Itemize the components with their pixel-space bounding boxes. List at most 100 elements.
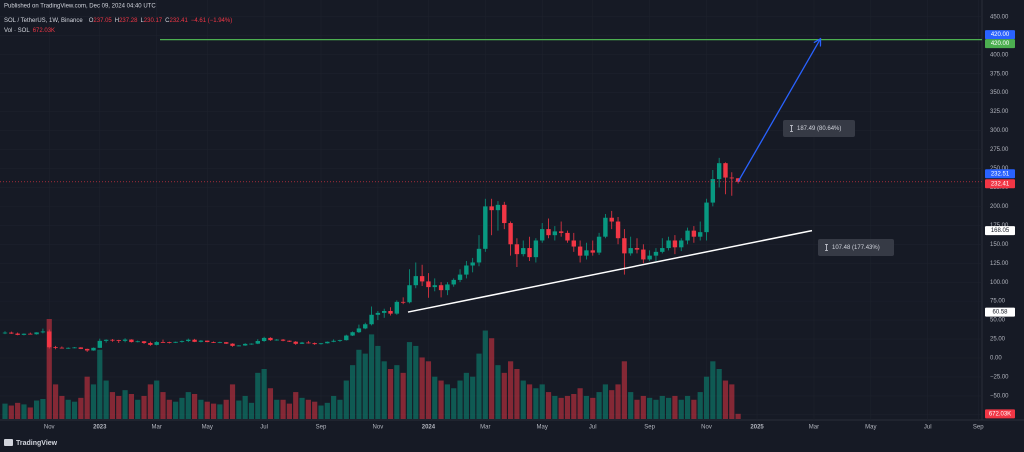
- candle-body: [34, 332, 39, 335]
- price-tag-label: 420.00: [991, 41, 1010, 47]
- volume-bar: [432, 376, 438, 419]
- candle-body: [375, 312, 381, 315]
- volume-bar: [59, 395, 65, 419]
- volume-bar: [672, 395, 678, 419]
- volume-bar: [261, 369, 267, 419]
- y-tick-label: 300.00: [990, 128, 1009, 134]
- trendline-measure-label: 107.48 (177.43%): [832, 245, 880, 251]
- candle-body: [419, 276, 425, 282]
- candle-body: [230, 343, 235, 346]
- candle-body: [167, 342, 172, 343]
- volume-bar: [716, 369, 722, 419]
- candle-body: [596, 236, 602, 253]
- volume-bar: [293, 392, 299, 419]
- legend-key: H: [115, 18, 119, 24]
- price-tag: [985, 226, 1015, 236]
- volume-bar: [166, 399, 172, 419]
- volume-bar: [514, 369, 520, 419]
- x-tick-label: Mar: [809, 425, 819, 431]
- price-tag: [985, 39, 1015, 49]
- volume-bar: [337, 399, 343, 419]
- volume-bar: [2, 403, 8, 419]
- volume-bar: [122, 390, 128, 419]
- candle-body: [299, 342, 305, 344]
- candle-body: [565, 232, 570, 241]
- volume-bar: [444, 384, 450, 419]
- volume-bar: [400, 372, 406, 419]
- x-tick-label: Nov: [44, 425, 55, 431]
- legend-value: 232.41: [170, 18, 189, 24]
- volume-bar: [173, 401, 179, 419]
- candle-body: [647, 255, 652, 260]
- volume-bar: [457, 380, 463, 419]
- candle-body: [521, 248, 526, 255]
- candle-body: [641, 249, 646, 260]
- candle-body: [666, 240, 671, 249]
- volume-tag-label: 672.03K: [989, 411, 1011, 417]
- volume-bar: [312, 401, 318, 419]
- volume-bar: [97, 349, 103, 419]
- price-tag: [985, 179, 1015, 189]
- candle-body: [280, 339, 286, 341]
- volume-bar: [381, 361, 387, 419]
- x-tick-label: May: [537, 425, 548, 431]
- candle-body: [470, 262, 475, 266]
- candle-body: [400, 301, 406, 303]
- brand-name: TradingView: [16, 440, 58, 447]
- candle-body: [622, 238, 627, 254]
- volume-bar: [78, 397, 84, 419]
- x-tick-label: Nov: [373, 425, 384, 431]
- candle-body: [224, 342, 229, 344]
- legend: SOL / TetherUS, 1W, Binance O237.05 H237.2…: [4, 18, 232, 24]
- volume-bar: [684, 395, 691, 419]
- candle-body: [533, 240, 539, 258]
- volume-bar: [331, 395, 337, 419]
- volume-legend: Vol · SOL 672.03K: [4, 28, 55, 34]
- candle-body: [388, 310, 393, 314]
- candle-body: [628, 248, 633, 254]
- volume-bar: [545, 392, 552, 419]
- candle-body: [84, 348, 90, 351]
- candle-body: [2, 332, 8, 334]
- volume-bar: [387, 369, 394, 419]
- candle-body: [735, 178, 741, 182]
- candle-body: [723, 163, 728, 178]
- volume-bar: [368, 334, 375, 419]
- volume-bar: [109, 392, 116, 419]
- candle-body: [634, 248, 640, 250]
- x-tick-label: 2025: [750, 425, 764, 431]
- x-tick-label: Sep: [316, 425, 327, 431]
- candle-body: [540, 229, 545, 241]
- x-tick-label: Jul: [924, 425, 932, 431]
- volume-bar: [280, 399, 286, 419]
- volume-bar: [135, 399, 141, 419]
- x-tick-label: Mar: [152, 425, 162, 431]
- trendline-measure-icon: [825, 244, 828, 251]
- candle-body: [660, 248, 665, 252]
- candle-body: [451, 279, 456, 285]
- volume-bar: [210, 403, 217, 419]
- volume-bar: [274, 399, 280, 419]
- price-tag-label: 232.51: [991, 171, 1010, 177]
- volume-bar: [116, 395, 122, 419]
- candle-body: [476, 248, 482, 263]
- x-tick-label: 2023: [93, 425, 107, 431]
- candle-body: [691, 230, 697, 237]
- candle-body: [698, 232, 703, 237]
- candle-body: [552, 231, 558, 236]
- y-tick-label: 400.00: [990, 52, 1009, 58]
- volume-bar: [65, 399, 71, 419]
- candle-body: [97, 340, 102, 348]
- volume-bar: [46, 319, 52, 419]
- volume-bar: [84, 376, 90, 419]
- candle-body: [173, 341, 178, 343]
- candle-body: [110, 339, 115, 341]
- candle-body: [21, 333, 27, 335]
- candle-body: [28, 333, 33, 335]
- candle-body: [122, 339, 128, 341]
- candle-body: [615, 221, 621, 239]
- volume-bar: [640, 395, 646, 419]
- candle-body: [135, 341, 140, 343]
- legend-value: 237.28: [119, 18, 138, 24]
- candle-body: [710, 179, 716, 203]
